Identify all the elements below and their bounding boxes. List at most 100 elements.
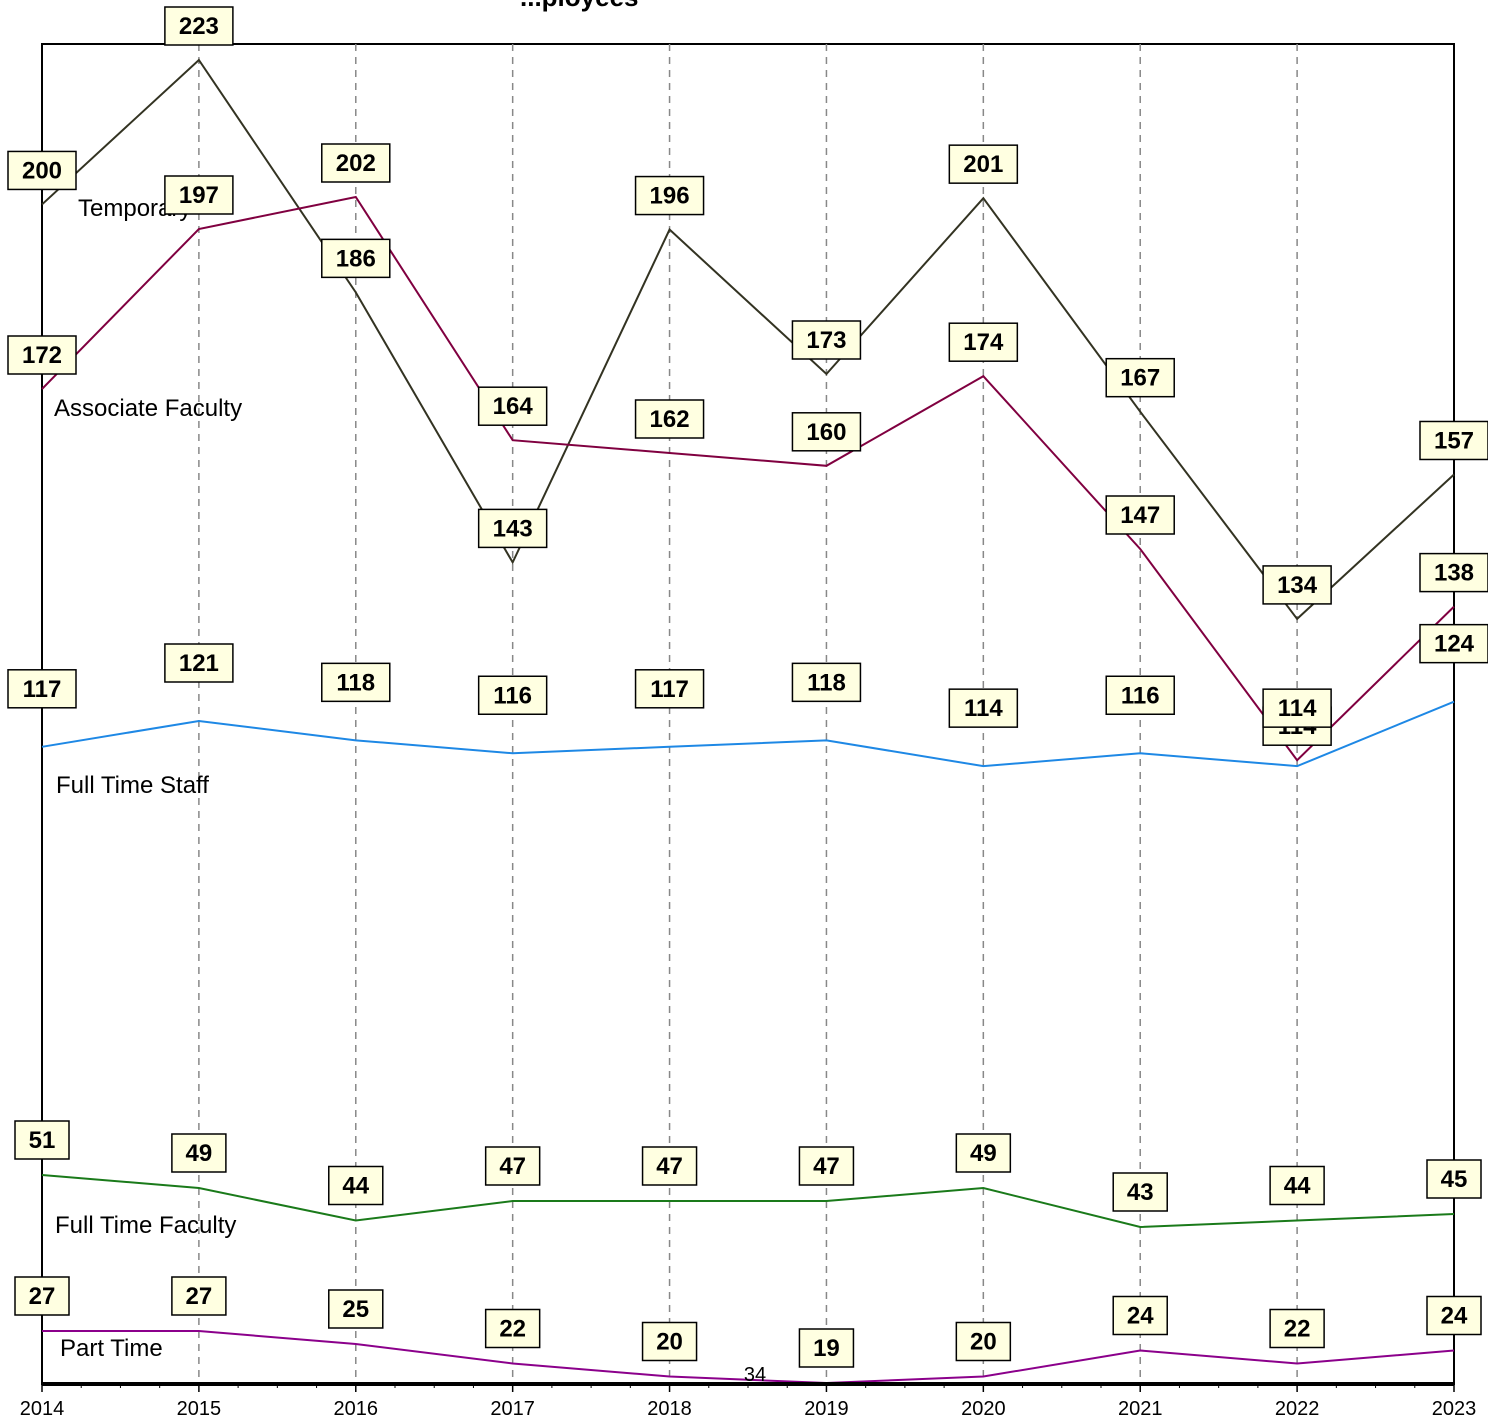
data-label-box [634, 399, 705, 439]
data-label: 223 [164, 6, 234, 46]
data-label-value: 121 [179, 650, 219, 677]
data-label-value: 172 [22, 342, 62, 369]
data-label-value: 147 [1120, 502, 1160, 529]
data-label: 157 [1419, 420, 1488, 461]
series-line [41, 58, 1455, 621]
data-label-box [1426, 1295, 1482, 1336]
data-label: 24 [1426, 1295, 1482, 1336]
data-label-value: 186 [336, 245, 376, 272]
data-label: 138 [1419, 552, 1488, 593]
data-label-box [1105, 495, 1175, 535]
data-label-value: 196 [650, 183, 690, 210]
data-label-value: 114 [1278, 695, 1317, 722]
data-label-value: 44 [1284, 1173, 1311, 1200]
data-label-box [321, 143, 391, 183]
data-label-box [477, 386, 548, 426]
data-label-box [7, 669, 77, 709]
data-label-box [798, 1328, 855, 1368]
data-label-box [328, 1165, 384, 1206]
series-line [42, 1330, 1455, 1385]
series-lines [41, 58, 1455, 1385]
data-label: 22 [1269, 1308, 1325, 1349]
data-label-value: 117 [650, 676, 689, 703]
x-tick-label: 2017 [490, 1398, 535, 1420]
data-label-box [1105, 675, 1175, 715]
data-label: 201 [948, 144, 1019, 184]
data-label-value: 47 [656, 1153, 683, 1180]
data-label-box [1426, 1159, 1482, 1199]
data-label: 116 [477, 675, 548, 715]
data-label-value: 20 [970, 1329, 997, 1356]
data-label-value: 27 [29, 1283, 56, 1310]
data-label: 143 [477, 508, 548, 549]
data-label-value: 44 [342, 1173, 369, 1200]
data-label-box [171, 1276, 227, 1316]
data-label: 27 [171, 1276, 227, 1316]
x-tick-label: 2020 [961, 1398, 1006, 1420]
data-label-value: 22 [499, 1316, 526, 1343]
data-label: 121 [164, 643, 234, 683]
data-label-box [328, 1289, 384, 1329]
data-label-value: 47 [813, 1153, 840, 1180]
x-tick-label: 2021 [1118, 1398, 1163, 1420]
data-label-box [955, 1133, 1012, 1173]
data-label-box [1419, 420, 1488, 461]
data-label-value: 157 [1434, 427, 1474, 454]
data-label: 44 [328, 1165, 384, 1206]
x-tick-label: 2019 [804, 1398, 849, 1420]
data-label-box [1112, 1172, 1168, 1212]
data-label-value: 160 [806, 419, 846, 446]
data-label-value: 164 [493, 393, 534, 420]
data-label-box [484, 1308, 541, 1349]
data-label-box [641, 1321, 698, 1362]
data-label-box [477, 508, 548, 549]
data-label-value: 49 [970, 1140, 997, 1167]
data-label-value: 174 [963, 329, 1004, 356]
data-label: 124 [1419, 623, 1488, 664]
data-label-value: 143 [493, 515, 533, 542]
data-label: 116 [1105, 675, 1175, 715]
x-axis: 2014 2015 2016 2017 2018 2019 2020 2021 2022 2023 [20, 1382, 1476, 1420]
data-label-box [321, 662, 391, 703]
data-label-value: 124 [1434, 631, 1475, 658]
data-label-box [1262, 688, 1332, 728]
annotation-text: 34 [744, 1364, 766, 1386]
data-label-value: 25 [342, 1296, 369, 1323]
data-label: 24 [1112, 1295, 1168, 1336]
data-label-box [948, 688, 1019, 728]
data-label-value: 118 [807, 669, 846, 696]
data-label: 43 [1112, 1172, 1168, 1212]
data-label-box [791, 412, 862, 452]
data-label-box [641, 1146, 698, 1186]
series-name-label: Full Time Faculty [55, 1212, 236, 1239]
data-label: 173 [791, 320, 862, 360]
data-label: 167 [1105, 357, 1175, 398]
data-label-box [791, 662, 862, 703]
data-label-value: 118 [336, 669, 375, 696]
data-label-box [321, 238, 391, 279]
data-label-box [164, 643, 234, 683]
data-label-box [164, 6, 234, 46]
data-label-value: 201 [963, 151, 1003, 178]
data-label: 202 [321, 143, 391, 183]
data-label: 20 [641, 1321, 698, 1362]
data-label: 134 [1262, 565, 1332, 605]
chart-title: ...ployees [520, 0, 639, 12]
data-label-box [1105, 357, 1175, 398]
data-label-box [477, 675, 548, 715]
data-label-value: 19 [813, 1335, 840, 1362]
data-label: 118 [791, 662, 862, 703]
data-label-value: 117 [23, 676, 62, 703]
series-line [41, 195, 1455, 762]
plot-frame [41, 43, 1455, 1385]
series-name-label: Part Time [60, 1335, 163, 1362]
data-label-box [1112, 1295, 1168, 1336]
data-label-box [7, 150, 77, 191]
data-label-value: 49 [186, 1140, 213, 1167]
data-label: 164 [477, 386, 548, 426]
data-label-box [955, 1321, 1012, 1362]
x-tick-label: 2016 [334, 1398, 379, 1420]
data-label-box [1419, 552, 1488, 593]
data-label-value: 24 [1127, 1303, 1154, 1330]
